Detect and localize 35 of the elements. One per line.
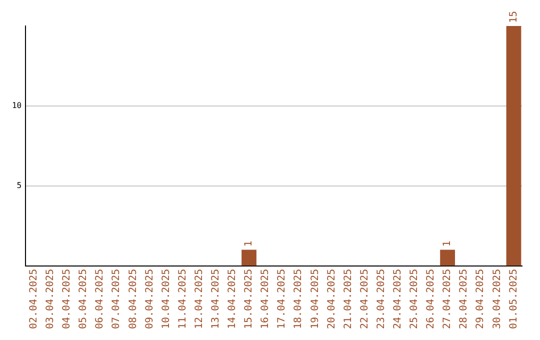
x-tick-label: 20.04.2025 bbox=[326, 268, 338, 330]
x-tick-label: 16.04.2025 bbox=[260, 268, 272, 330]
x-tick-label: 13.04.2025 bbox=[210, 268, 222, 330]
x-tick-label: 19.04.2025 bbox=[310, 268, 321, 330]
x-tick-label: 05.04.2025 bbox=[78, 268, 90, 330]
x-tick-label: 10.04.2025 bbox=[160, 268, 172, 330]
x-tick-label: 03.04.2025 bbox=[45, 268, 56, 330]
x-tick-label: 29.04.2025 bbox=[475, 268, 486, 330]
x-tick-label: 23.04.2025 bbox=[376, 268, 387, 330]
x-tick-label: 21.04.2025 bbox=[342, 268, 354, 330]
y-tick-label: 5 bbox=[16, 180, 22, 190]
x-tick-label: 15.04.2025 bbox=[244, 268, 255, 330]
x-tick-label: 18.04.2025 bbox=[293, 268, 304, 330]
x-tick-label: 12.04.2025 bbox=[194, 268, 205, 330]
data-label: 1 bbox=[442, 240, 454, 247]
x-tick-label: 26.04.2025 bbox=[426, 268, 437, 330]
x-tick-label: 25.04.2025 bbox=[409, 268, 420, 330]
x-tick-label: 11.04.2025 bbox=[177, 268, 188, 330]
x-tick-label: 01.05.2025 bbox=[508, 268, 520, 330]
x-tick-label: 27.04.2025 bbox=[442, 268, 454, 330]
x-tick-label: 08.04.2025 bbox=[128, 268, 139, 330]
data-label: 1 bbox=[244, 240, 255, 247]
x-tick-label: 30.04.2025 bbox=[492, 268, 503, 330]
data-label: 15 bbox=[508, 10, 520, 23]
x-tick-label: 17.04.2025 bbox=[276, 268, 288, 330]
x-tick-label: 24.04.2025 bbox=[392, 268, 404, 330]
x-tick-label: 28.04.2025 bbox=[458, 268, 470, 330]
x-tick-label: 02.04.2025 bbox=[28, 268, 40, 330]
x-tick-label: 07.04.2025 bbox=[111, 268, 122, 330]
x-tick-label: 22.04.2025 bbox=[359, 268, 370, 330]
y-tick-label: 10 bbox=[12, 101, 22, 110]
x-tick-label: 14.04.2025 bbox=[227, 268, 238, 330]
x-tick-label: 06.04.2025 bbox=[94, 268, 106, 330]
x-tick-label: 04.04.2025 bbox=[62, 268, 73, 330]
x-tick-label: 09.04.2025 bbox=[144, 268, 156, 330]
